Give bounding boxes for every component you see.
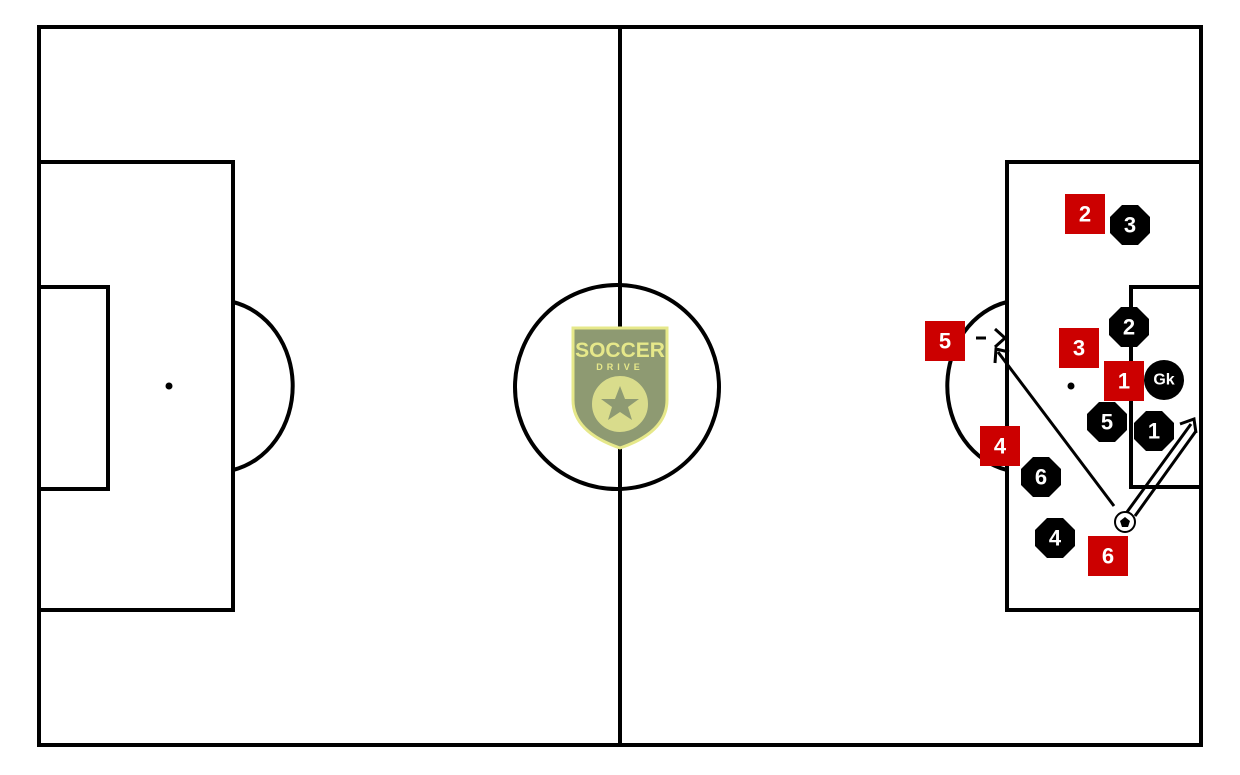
attacker-6[interactable]: 6 [1088, 536, 1128, 576]
goalkeeper-label: Gk [1153, 372, 1174, 389]
attacker-5[interactable]: 5 [925, 321, 965, 361]
attacker-4-label: 4 [994, 434, 1007, 459]
left-penalty-spot [165, 382, 173, 390]
defender-5-label: 5 [1101, 410, 1113, 435]
defender-4-label: 4 [1049, 526, 1062, 551]
left-penalty-area [37, 160, 235, 612]
run-arrowhead-icon [993, 327, 1008, 349]
attacker-4[interactable]: 4 [980, 426, 1020, 466]
dribble-arrowhead-icon [1179, 416, 1198, 434]
attacker-3-label: 3 [1073, 336, 1085, 361]
defender-3[interactable]: 3 [1110, 205, 1150, 245]
logo-line1: SOCCER [575, 339, 665, 362]
center-circle [513, 283, 721, 491]
pass-arrowhead-icon [993, 347, 1010, 364]
attacker-2-label: 2 [1079, 202, 1091, 227]
attacker-6-label: 6 [1102, 544, 1114, 569]
goalkeeper[interactable]: Gk [1144, 360, 1184, 400]
left-goal-area [37, 285, 110, 491]
defender-1-label: 1 [1148, 419, 1160, 444]
logo-star-icon [601, 386, 639, 420]
left-penalty-arc [232, 300, 295, 472]
attacker-5-label: 5 [939, 329, 951, 354]
defender-3-label: 3 [1124, 213, 1136, 238]
attacker-3[interactable]: 3 [1059, 328, 1099, 368]
defender-4[interactable]: 4 [1035, 518, 1075, 558]
logo-line2: DRIVE [596, 362, 644, 372]
defender-6-label: 6 [1035, 465, 1047, 490]
soccer-ball-icon[interactable] [1114, 511, 1136, 533]
attacker-1-label: 1 [1118, 369, 1130, 394]
pass-arrow [996, 351, 1116, 507]
dribble-arrow-line-a [1125, 423, 1193, 513]
defender-5[interactable]: 5 [1087, 402, 1127, 442]
dribble-arrow-line-b [1133, 430, 1198, 517]
attacker-1[interactable]: 1 [1104, 361, 1144, 401]
defender-1[interactable]: 1 [1134, 411, 1174, 451]
play-arrows [976, 327, 1198, 517]
right-penalty-spot [1067, 382, 1075, 390]
right-penalty-arc [945, 300, 1008, 472]
defender-2[interactable]: 2 [1109, 307, 1149, 347]
attacker-2[interactable]: 2 [1065, 194, 1105, 234]
defender-2-label: 2 [1123, 315, 1135, 340]
soccer-drive-logo: SOCCER DRIVE [571, 326, 669, 450]
defender-6[interactable]: 6 [1021, 457, 1061, 497]
